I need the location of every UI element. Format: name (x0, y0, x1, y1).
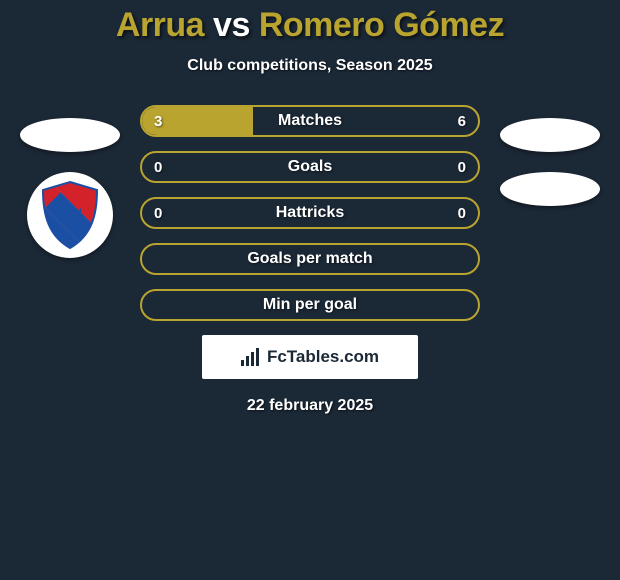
club-placeholder-oval (500, 118, 600, 152)
stat-row-goals: 0 Goals 0 (140, 151, 480, 183)
vs-text: vs (213, 6, 250, 44)
player1-name: Arrua (116, 6, 204, 44)
subtitle: Club competitions, Season 2025 (0, 57, 620, 75)
stat-label: Matches (142, 107, 478, 135)
left-club-column: C.N (10, 118, 130, 258)
stat-label: Goals (142, 153, 478, 181)
club-placeholder-oval (20, 118, 120, 152)
stat-label: Hattricks (142, 199, 478, 227)
badge-letters: C.N (58, 205, 82, 221)
stat-row-matches: 3 Matches 6 (140, 105, 480, 137)
player2-name: Romero Gómez (259, 6, 504, 44)
right-club-column (490, 118, 610, 226)
stat-row-gpm: Goals per match (140, 243, 480, 275)
branding-text: FcTables.com (267, 347, 379, 367)
shield-icon: C.N (33, 178, 107, 252)
branding-box: FcTables.com (202, 335, 418, 379)
stat-label: Goals per match (142, 245, 478, 273)
bar-chart-icon (241, 348, 261, 366)
stat-right-value: 0 (458, 153, 466, 181)
stat-right-value: 6 (458, 107, 466, 135)
stat-row-mpg: Min per goal (140, 289, 480, 321)
date-text: 22 february 2025 (0, 397, 620, 415)
stat-right-value: 0 (458, 199, 466, 227)
stat-label: Min per goal (142, 291, 478, 319)
club-badge: C.N (27, 172, 113, 258)
page-title: Arrua vs Romero Gómez (0, 0, 620, 45)
club-placeholder-oval (500, 172, 600, 206)
stat-row-hattricks: 0 Hattricks 0 (140, 197, 480, 229)
